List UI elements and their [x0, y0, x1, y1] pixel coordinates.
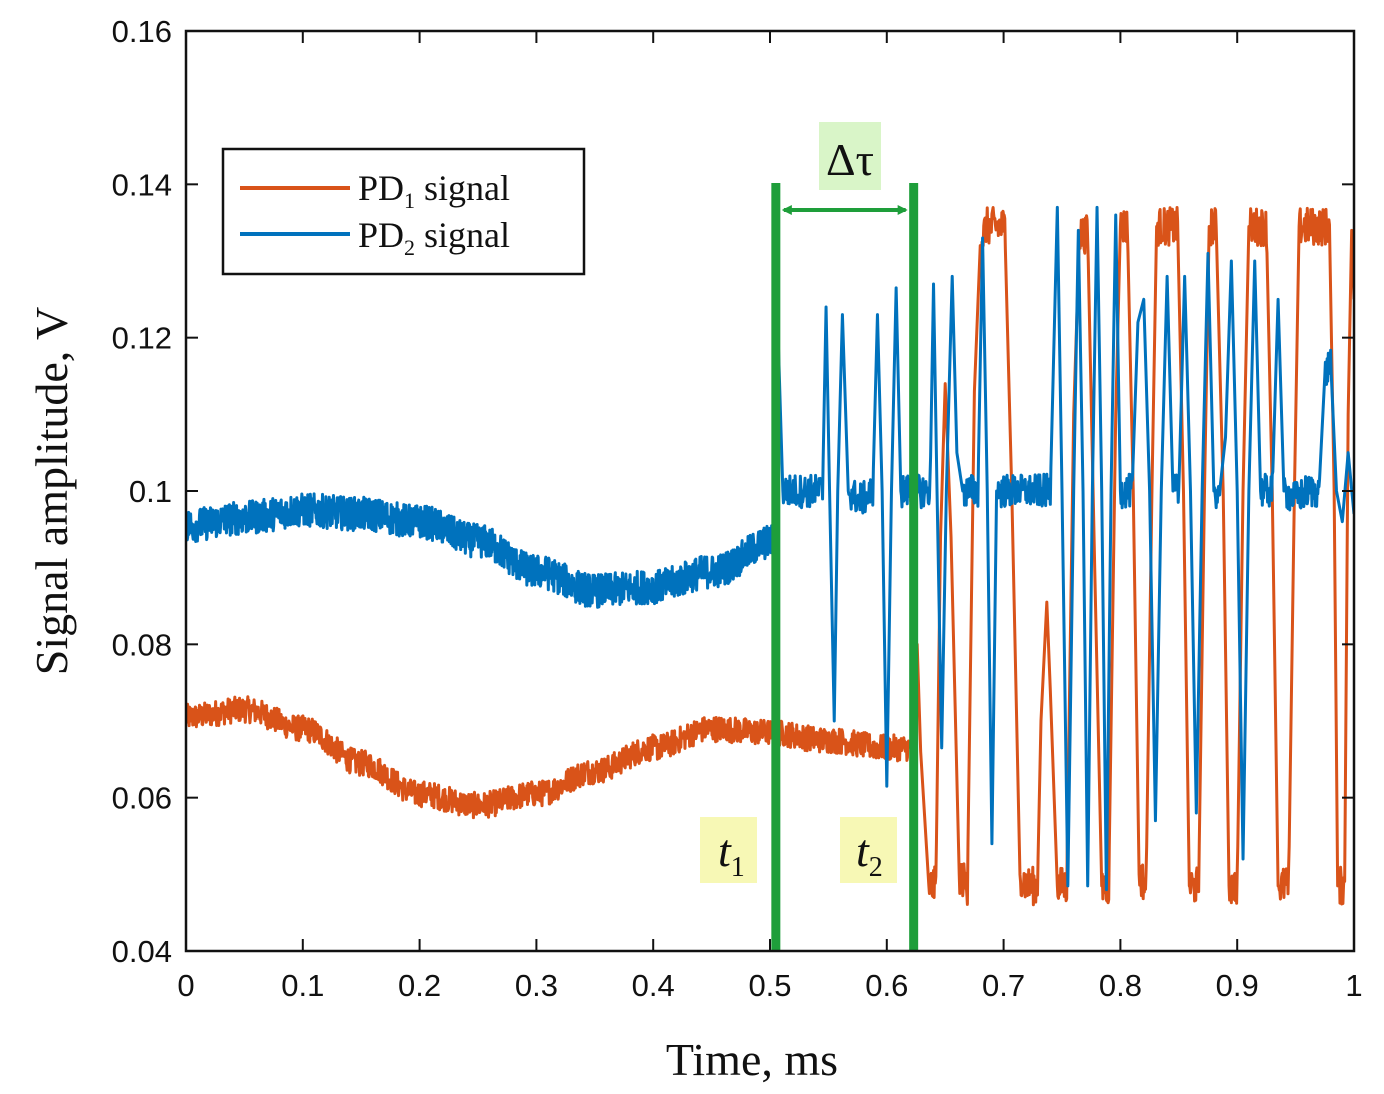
- x-tick-label: 0.7: [982, 968, 1025, 1003]
- t2-highlight: [840, 817, 897, 883]
- t2-label-main: t: [856, 825, 870, 876]
- y-tick-label: 0.14: [112, 167, 172, 202]
- y-tick-label: 0.06: [112, 781, 172, 816]
- legend-label-pd2-sub: 2: [404, 235, 415, 260]
- y-tick-label: 0.16: [112, 14, 172, 49]
- legend-label-pd2-main: PD: [358, 215, 404, 255]
- t1-label: t1: [718, 825, 745, 883]
- delta-tau-highlight: [819, 122, 881, 190]
- legend-label-pd1-suffix: signal: [415, 168, 510, 208]
- x-tick-label: 0.4: [632, 968, 675, 1003]
- series-layer: [186, 205, 1354, 907]
- t2-label: t2: [856, 825, 883, 883]
- legend-label-pd1-sub: 1: [404, 188, 415, 213]
- x-tick-label: 0: [177, 968, 194, 1003]
- x-tick-label: 0.8: [1099, 968, 1142, 1003]
- tick-layer: 0 0.1 0.2 0.3 0.4 0.5 0.6 0.7 0.8 0.9 1 0.04 0.06 0.0…: [112, 14, 1363, 1003]
- delta-tau-label: Δτ: [826, 134, 874, 185]
- y-tick-label: 0.04: [112, 934, 172, 969]
- x-tick-label: 0.5: [748, 968, 791, 1003]
- x-tick-label: 0.2: [398, 968, 441, 1003]
- y-tick-label: 0.12: [112, 321, 172, 356]
- legend: PD1 signal PD2 signal: [221, 147, 586, 276]
- t1-highlight: [700, 817, 757, 883]
- legend-label-pd1: PD1 signal: [358, 168, 510, 213]
- x-tick-label: 0.9: [1216, 968, 1259, 1003]
- y-axis-title: Signal amplitude, V: [26, 307, 77, 675]
- x-tick-label: 0.6: [865, 968, 908, 1003]
- legend-box: [221, 147, 586, 276]
- legend-label-pd1-main: PD: [358, 168, 404, 208]
- legend-label-pd2-suffix: signal: [415, 215, 510, 255]
- series-line-pd1: [186, 206, 1354, 907]
- marker-layer: [771, 183, 919, 951]
- y-tick-label: 0.1: [129, 474, 172, 509]
- series-line-pd2: [186, 205, 1354, 892]
- x-tick-label: 0.1: [281, 968, 324, 1003]
- t2-label-sub: 2: [869, 852, 883, 883]
- legend-label-pd2: PD2 signal: [358, 215, 510, 260]
- t1-label-sub: 1: [731, 852, 745, 883]
- x-axis-title: Time, ms: [666, 1034, 838, 1085]
- t1-label-main: t: [718, 825, 732, 876]
- y-tick-label: 0.08: [112, 627, 172, 662]
- annotations: Δτ t1 t2: [700, 122, 908, 883]
- x-tick-label: 0.3: [515, 968, 558, 1003]
- x-tick-label: 1: [1345, 968, 1362, 1003]
